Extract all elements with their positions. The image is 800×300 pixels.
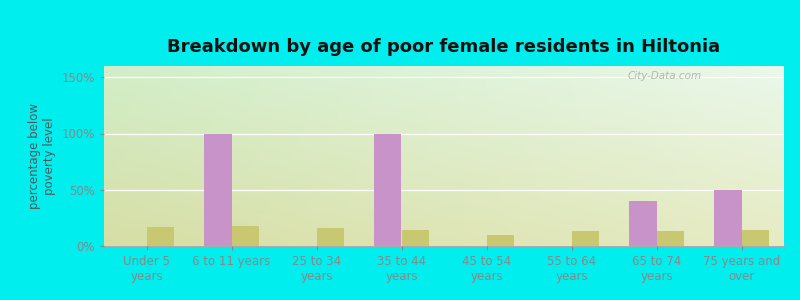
Bar	[630, 201, 657, 246]
Bar	[657, 231, 684, 246]
Bar	[742, 230, 769, 246]
Bar	[317, 228, 344, 246]
Bar	[374, 134, 402, 246]
Bar	[714, 190, 742, 246]
Text: City-Data.com: City-Data.com	[628, 71, 702, 81]
Bar	[571, 231, 598, 246]
Bar	[204, 134, 231, 246]
Bar	[231, 226, 258, 246]
Bar	[486, 235, 514, 246]
Y-axis label: percentage below
poverty level: percentage below poverty level	[28, 103, 56, 209]
Bar	[146, 227, 174, 246]
Title: Breakdown by age of poor female residents in Hiltonia: Breakdown by age of poor female resident…	[167, 38, 721, 56]
Bar	[402, 230, 429, 246]
